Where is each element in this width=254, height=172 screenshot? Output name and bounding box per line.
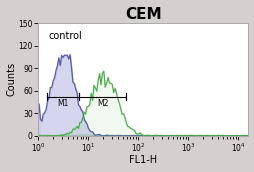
Text: control: control <box>49 31 82 41</box>
Text: M1: M1 <box>57 99 69 108</box>
Y-axis label: Counts: Counts <box>7 62 17 96</box>
Text: M2: M2 <box>97 99 108 108</box>
Title: CEM: CEM <box>124 7 161 22</box>
X-axis label: FL1-H: FL1-H <box>129 155 157 165</box>
